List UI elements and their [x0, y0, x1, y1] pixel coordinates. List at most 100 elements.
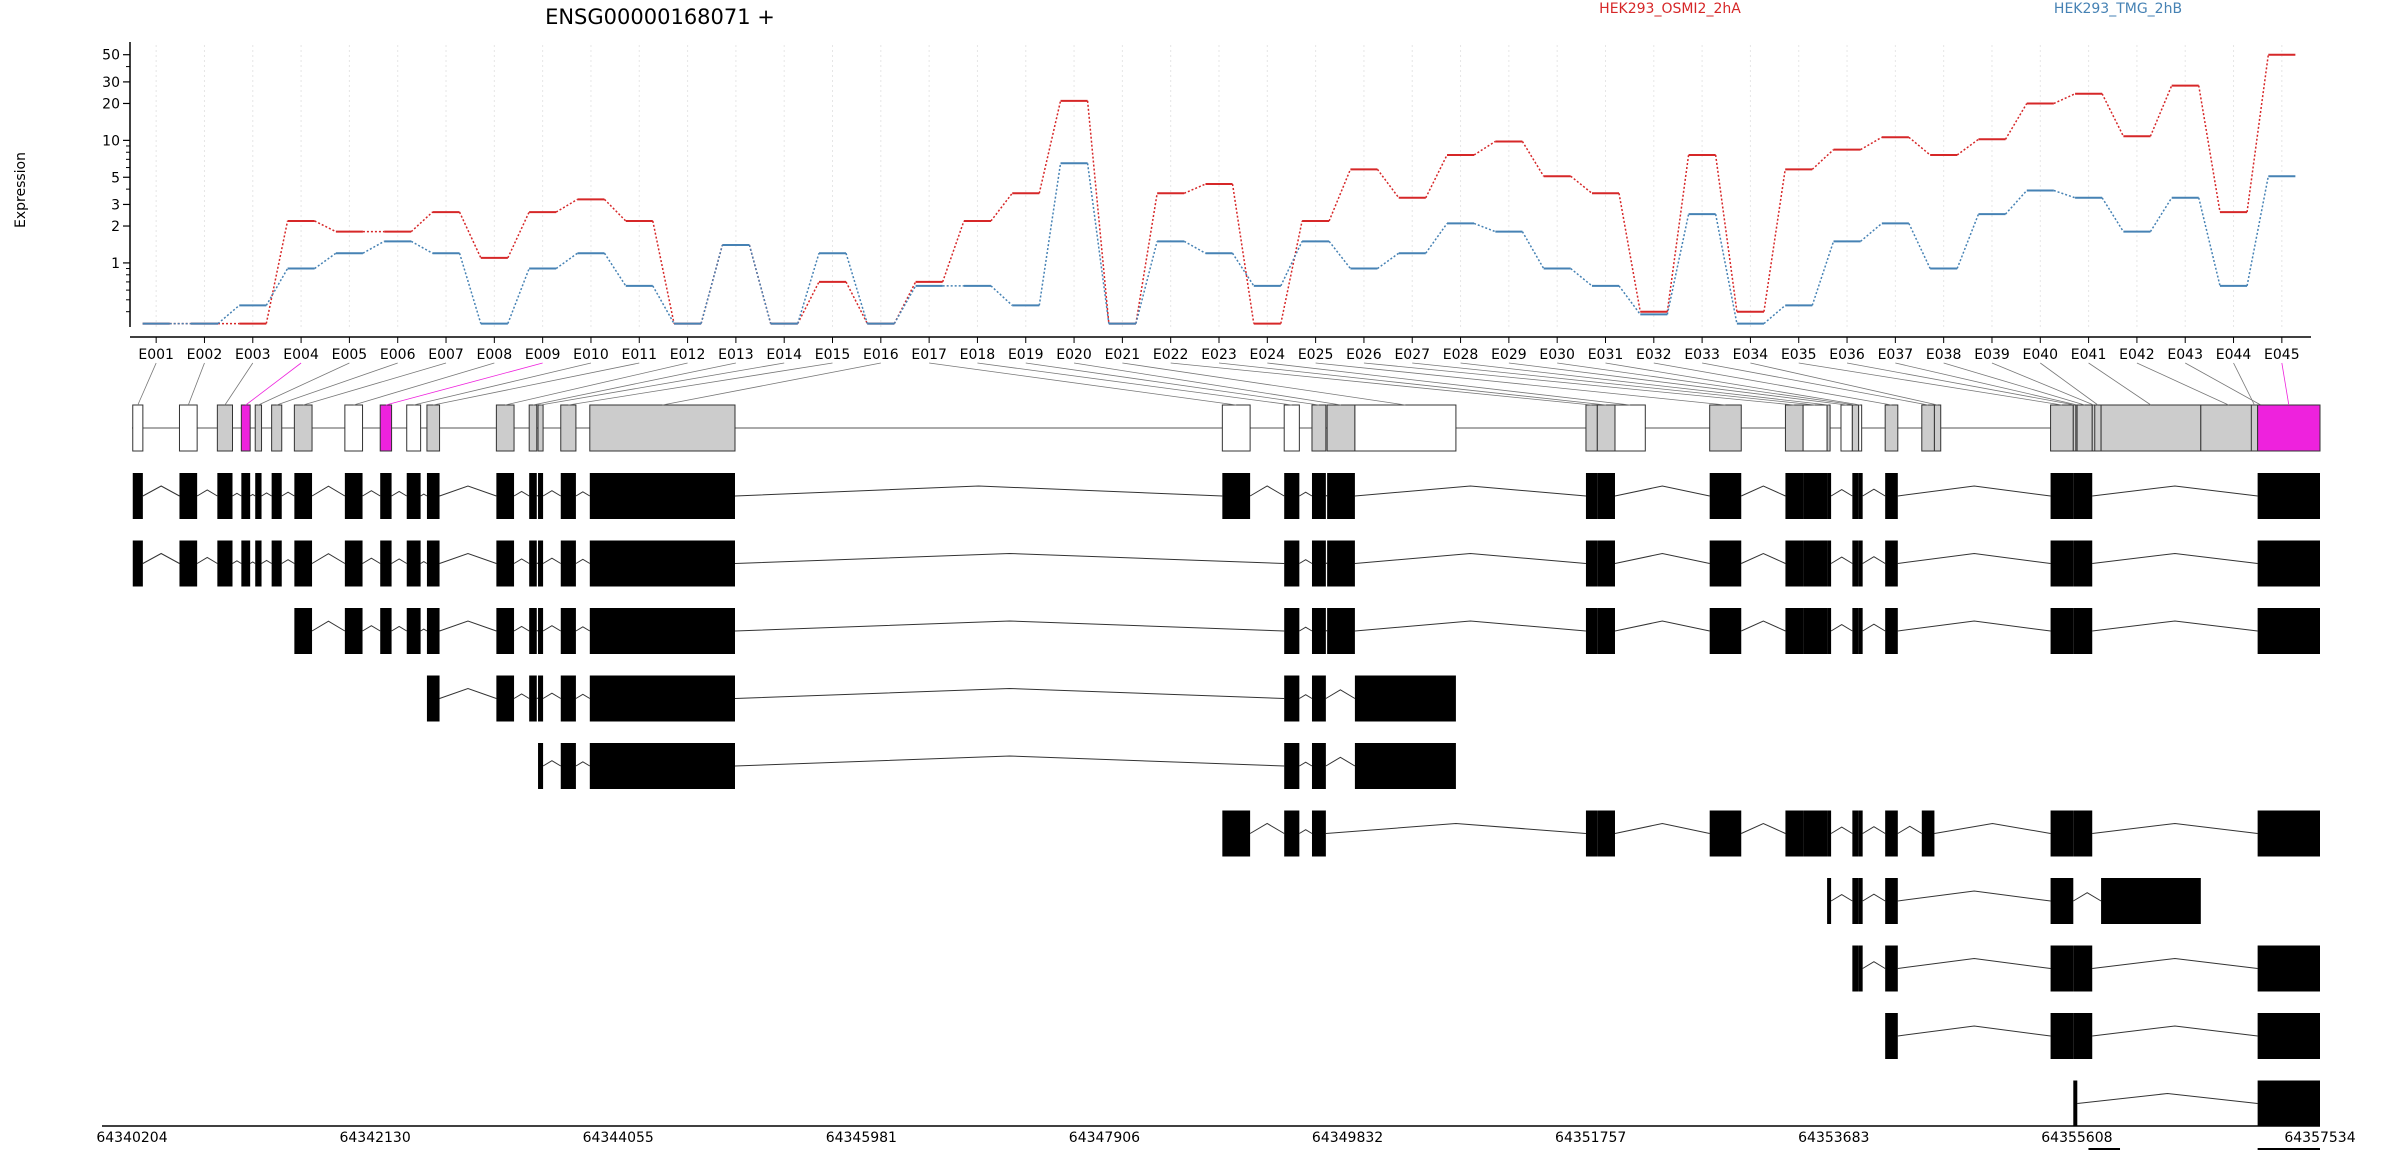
intron: [1325, 756, 1356, 767]
exon-connector: [662, 362, 881, 406]
transcript-exon: [1852, 945, 1859, 992]
x-tick-label: E004: [283, 347, 319, 363]
intron: [2092, 620, 2258, 632]
transcript-exon: [2050, 878, 2074, 924]
series-2-step: [1956, 213, 1980, 269]
y-tick-label: 50: [102, 48, 120, 64]
transcript-exon: [529, 608, 537, 654]
exon-E003: [216, 404, 233, 452]
series-1-step: [2053, 93, 2076, 105]
transcript-exon: [406, 608, 421, 654]
series-1-step: [1860, 136, 1883, 151]
x-tick-label: E013: [718, 347, 754, 363]
transcript-exon: [1827, 473, 1832, 519]
exon-connector: [1074, 362, 1342, 406]
transcript-exon: [1785, 608, 1804, 654]
exon-connector: [2185, 362, 2261, 406]
exon-E025: [1709, 404, 1742, 452]
intron: [542, 490, 562, 497]
transcript-exon: [2073, 1080, 2078, 1127]
transcript-exon: [560, 473, 576, 519]
intron: [542, 625, 562, 632]
series-2-step: [1763, 304, 1786, 325]
transcript-exon: [2073, 945, 2078, 992]
exon-E007: [293, 404, 313, 452]
intron: [1249, 485, 1285, 497]
transcript-exon: [529, 540, 537, 587]
intron: [1741, 552, 1786, 564]
intron: [439, 687, 497, 699]
x-tick-label: E027: [1394, 347, 1430, 363]
exon-connector: [505, 362, 688, 406]
intron: [734, 620, 1285, 632]
x-tick-label: E009: [525, 347, 561, 363]
series-1-step: [1521, 141, 1545, 177]
genome-tick-label: 64351757: [1555, 1130, 1626, 1146]
exon-E045: [2257, 404, 2321, 452]
transcript-8: [1852, 945, 2320, 992]
series-2-step: [1570, 267, 1593, 287]
transcript-exon: [2050, 608, 2074, 654]
transcript-exon: [1885, 878, 1898, 924]
exon-E032: [1884, 404, 1899, 452]
intron: [1862, 961, 1886, 969]
transcript-exon: [294, 608, 313, 654]
intron: [420, 628, 428, 632]
transcript-4: [426, 675, 1456, 722]
transcript-exon: [1827, 810, 1832, 857]
transcript-exon: [2077, 473, 2093, 519]
exon-E034: [1933, 404, 1942, 452]
intron: [734, 755, 1285, 767]
series-1-step: [1618, 193, 1642, 312]
intron: [575, 761, 591, 767]
series-1-step: [603, 198, 627, 222]
transcript-exon: [1858, 540, 1863, 587]
transcript-exon: [1284, 675, 1300, 722]
intron: [311, 485, 346, 497]
intron: [575, 491, 591, 497]
series-1-step: [2101, 93, 2125, 137]
transcript-exon: [2257, 608, 2320, 654]
transcript-exon: [529, 473, 537, 519]
genome-tick-label: 64353683: [1798, 1130, 1869, 1146]
transcript-exon: [1327, 608, 1355, 654]
intron: [1830, 826, 1853, 834]
intron: [1862, 826, 1886, 834]
series-1-step: [410, 211, 434, 233]
transcript-exon: [1852, 810, 1859, 857]
transcript-exon: [344, 473, 363, 519]
x-tick-label: E039: [1974, 347, 2010, 363]
transcript-exon: [1885, 945, 1898, 992]
intron: [734, 552, 1285, 564]
series-1-step: [1908, 136, 1931, 156]
x-tick-label: E008: [477, 347, 513, 363]
transcript-exon: [380, 540, 392, 587]
series-2-step: [265, 268, 289, 306]
x-tick-label: E001: [138, 347, 174, 363]
intron: [542, 557, 562, 564]
transcript-exon: [1354, 743, 1456, 789]
transcript-exon: [1803, 608, 1828, 654]
exon-E016: [589, 404, 736, 452]
transcript-exon: [560, 540, 576, 587]
transcript-exon: [589, 473, 735, 519]
series-1-step: [507, 211, 530, 259]
series-2-step: [410, 240, 433, 254]
intron: [1830, 489, 1853, 497]
x-tick-label: E020: [1056, 347, 1092, 363]
transcript-exon: [2050, 945, 2074, 992]
series-1-step: [1763, 169, 1786, 312]
transcript-exon: [426, 675, 440, 722]
intron: [439, 620, 497, 632]
series-2-step: [1860, 222, 1883, 242]
series-2-step: [1183, 240, 1206, 254]
series-1-step: [2149, 85, 2173, 137]
series-1-step: [1956, 138, 1979, 156]
exon-connector: [540, 362, 785, 406]
intron: [734, 485, 1223, 497]
transcript-exon: [1852, 473, 1859, 519]
exon-E011: [426, 404, 441, 452]
transcript-exon: [538, 473, 544, 519]
x-tick-label: E043: [2167, 347, 2203, 363]
intron: [1354, 620, 1586, 632]
